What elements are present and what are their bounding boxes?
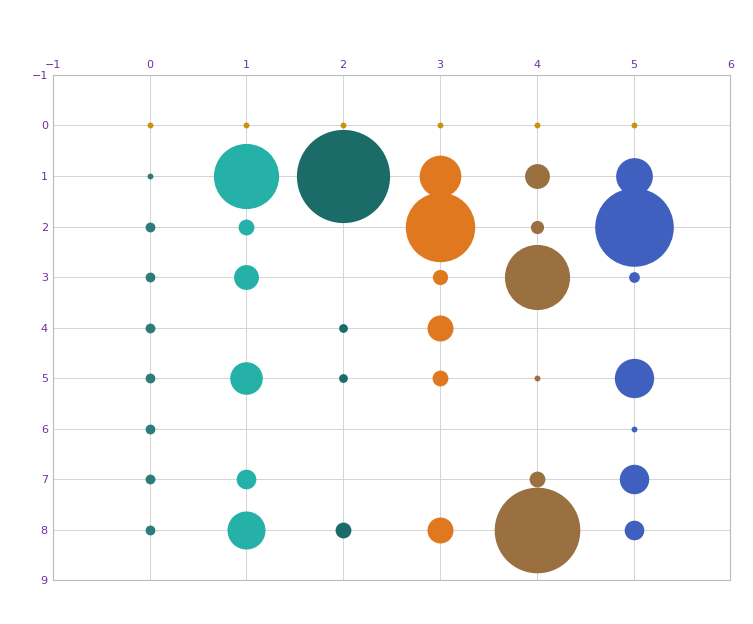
Point: [337, 525, 349, 535]
Point: [240, 222, 252, 232]
Point: [434, 171, 446, 181]
Point: [337, 323, 349, 333]
Point: [627, 222, 639, 232]
Point: [434, 272, 446, 282]
Point: [434, 373, 446, 383]
Point: [627, 474, 639, 484]
Point: [434, 222, 446, 232]
Point: [531, 474, 543, 484]
Point: [144, 222, 156, 232]
Point: [531, 525, 543, 535]
Point: [144, 171, 156, 181]
Point: [627, 373, 639, 383]
Point: [627, 525, 639, 535]
Point: [144, 323, 156, 333]
Point: [627, 120, 639, 130]
Point: [531, 120, 543, 130]
Point: [627, 424, 639, 434]
Point: [144, 120, 156, 130]
Point: [240, 120, 252, 130]
Point: [240, 474, 252, 484]
Point: [337, 171, 349, 181]
Point: [240, 373, 252, 383]
Point: [144, 272, 156, 282]
Point: [531, 222, 543, 232]
Point: [627, 171, 639, 181]
Point: [144, 373, 156, 383]
Point: [434, 525, 446, 535]
Point: [144, 424, 156, 434]
Point: [531, 171, 543, 181]
Point: [240, 272, 252, 282]
Point: [240, 171, 252, 181]
Point: [337, 120, 349, 130]
Point: [531, 373, 543, 383]
Point: [144, 474, 156, 484]
Point: [531, 272, 543, 282]
Point: [240, 525, 252, 535]
Point: [627, 272, 639, 282]
Point: [434, 120, 446, 130]
Point: [434, 323, 446, 333]
Point: [337, 373, 349, 383]
Point: [144, 525, 156, 535]
